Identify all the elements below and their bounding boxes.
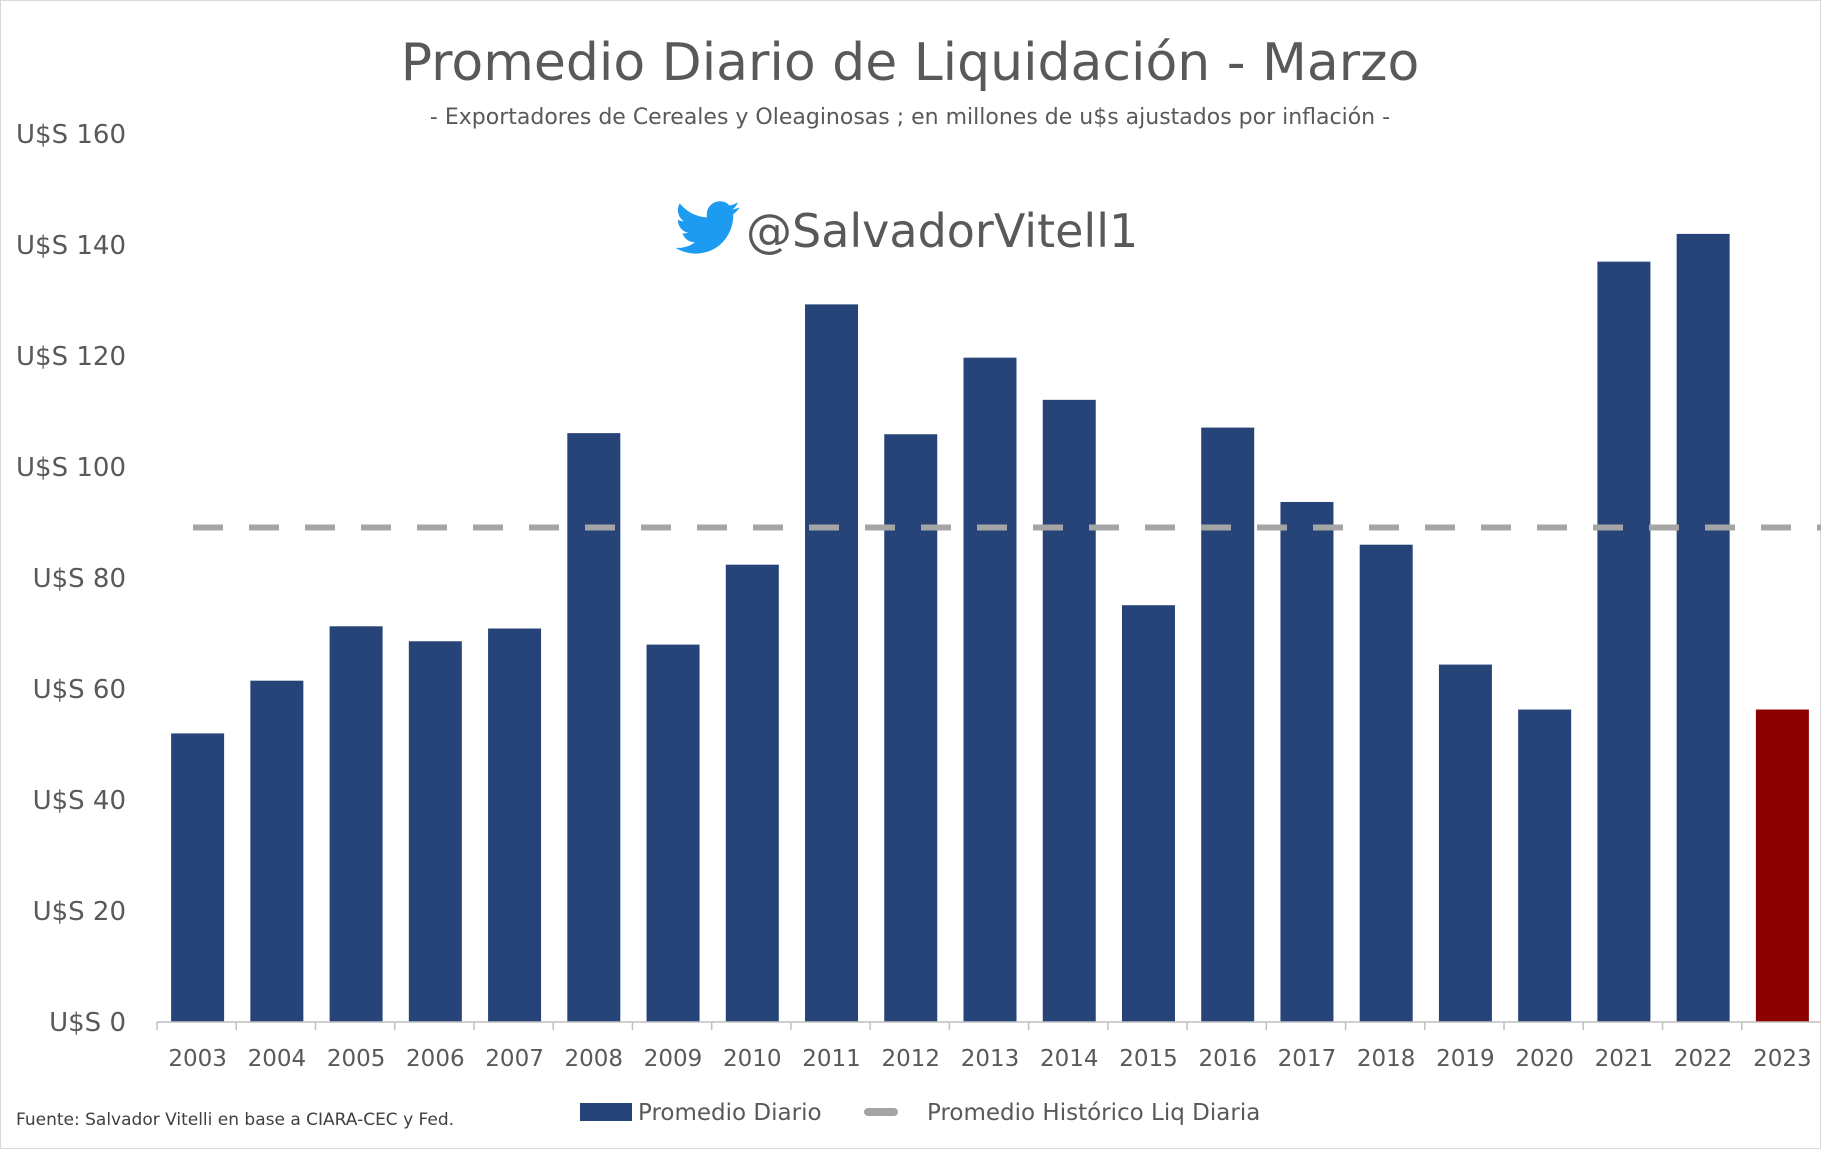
bar-2021 xyxy=(1597,261,1651,1022)
x-tick-label: 2015 xyxy=(1119,1046,1178,1072)
y-tick-label: U$S 100 xyxy=(16,453,126,483)
x-tick-label: 2014 xyxy=(1040,1046,1099,1072)
x-tick-label: 2022 xyxy=(1674,1046,1733,1072)
bar-2014 xyxy=(1042,399,1096,1023)
x-tick-label: 2007 xyxy=(485,1046,544,1072)
chart-title: Promedio Diario de Liquidación - Marzo xyxy=(401,33,1420,93)
legend-label-promedio-historico: Promedio Histórico Liq Diaria xyxy=(927,1100,1260,1126)
bar-2018 xyxy=(1359,544,1413,1022)
x-tick-label: 2004 xyxy=(248,1046,307,1072)
bar-2003 xyxy=(171,733,225,1022)
source-note: Fuente: Salvador Vitelli en base a CIARA… xyxy=(16,1110,454,1130)
x-tick-label: 2020 xyxy=(1515,1046,1574,1072)
x-tick-label: 2016 xyxy=(1198,1046,1257,1072)
bar-2017 xyxy=(1280,501,1334,1023)
x-tick-label: 2005 xyxy=(327,1046,386,1072)
y-tick-label: U$S 40 xyxy=(33,786,126,816)
chart-subtitle: - Exportadores de Cereales y Oleaginosas… xyxy=(430,105,1390,130)
legend-label-promedio-diario: Promedio Diario xyxy=(638,1100,822,1126)
bar-2004 xyxy=(250,680,304,1022)
bar-2010 xyxy=(725,564,779,1022)
bar-2023 xyxy=(1755,709,1809,1022)
bar-2009 xyxy=(646,644,700,1022)
y-tick-label: U$S 120 xyxy=(16,342,126,372)
y-tick-label: U$S 0 xyxy=(49,1008,126,1038)
y-tick-label: U$S 60 xyxy=(33,675,126,705)
y-tick-label: U$S 140 xyxy=(16,231,126,261)
legend: Promedio Diario Promedio Histórico Liq D… xyxy=(580,1100,1260,1126)
bar-2019 xyxy=(1438,664,1492,1022)
bar-2008 xyxy=(567,433,621,1022)
bar-2020 xyxy=(1518,709,1572,1022)
bar-2012 xyxy=(884,434,938,1022)
bar-2016 xyxy=(1201,427,1255,1023)
y-tick-label: U$S 160 xyxy=(16,120,126,150)
bar-2011 xyxy=(805,304,859,1022)
x-tick-label: 2023 xyxy=(1753,1046,1812,1072)
x-tick-label: 2017 xyxy=(1278,1046,1337,1072)
x-tick-label: 2003 xyxy=(168,1046,227,1072)
x-tick-label: 2009 xyxy=(644,1046,703,1072)
bar-2005 xyxy=(329,626,383,1022)
x-tick-label: 2011 xyxy=(802,1046,861,1072)
x-tick-label: 2006 xyxy=(406,1046,465,1072)
watermark-handle: @SalvadorVitell1 xyxy=(746,204,1138,258)
legend-swatch-promedio-diario xyxy=(580,1103,632,1121)
x-tick-label: 2012 xyxy=(881,1046,940,1072)
y-tick-label: U$S 20 xyxy=(33,897,126,927)
bar-2022 xyxy=(1676,233,1730,1022)
x-tick-label: 2019 xyxy=(1436,1046,1495,1072)
twitter-bird-icon xyxy=(675,201,740,254)
x-tick-label: 2021 xyxy=(1595,1046,1654,1072)
y-tick-label: U$S 80 xyxy=(33,564,126,594)
bar-2013 xyxy=(963,357,1017,1022)
x-tick-label: 2013 xyxy=(961,1046,1020,1072)
x-tick-label: 2008 xyxy=(565,1046,624,1072)
bar-2007 xyxy=(488,628,542,1022)
bar-2015 xyxy=(1121,605,1175,1022)
x-tick-label: 2018 xyxy=(1357,1046,1416,1072)
x-tick-label: 2010 xyxy=(723,1046,782,1072)
bar-2006 xyxy=(408,641,462,1022)
